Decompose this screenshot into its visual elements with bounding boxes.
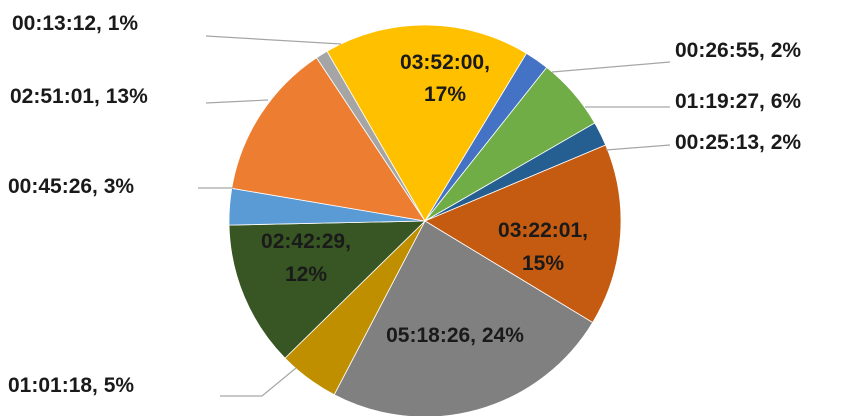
leader-line — [551, 61, 671, 73]
leader-line — [205, 99, 269, 104]
leader-line — [605, 144, 671, 151]
data-labels: 03:52:00, 17% 00:26:55, 2% 01:19:27, 6% 00:2… — [8, 12, 801, 397]
slice-label: 05:18:26, 24% — [386, 324, 524, 347]
pie-slice — [315, 50, 426, 222]
slice-label: 00:45:26, 3% — [8, 175, 134, 198]
leader-line — [205, 35, 342, 45]
pie-slice — [333, 220, 594, 416]
leader-lines — [198, 35, 671, 397]
pie-slices — [228, 24, 622, 416]
slice-label: 00:13:12, 1% — [12, 12, 138, 35]
slice-label: 03:52:00, 17% — [400, 51, 490, 106]
slice-label: 01:01:18, 5% — [8, 374, 134, 397]
slice-label: 02:42:29, 12% — [261, 230, 351, 286]
slice-label: 03:22:01, 15% — [498, 219, 588, 275]
slice-label: 01:19:27, 6% — [675, 90, 801, 113]
pie-slice — [424, 144, 622, 324]
slice-label: 02:51:01, 13% — [10, 85, 148, 108]
pie-slice — [326, 24, 528, 222]
pie-slice — [228, 220, 427, 359]
leader-line — [220, 367, 297, 397]
slice-label: 00:25:13, 2% — [675, 131, 801, 154]
pie-slice — [231, 57, 426, 222]
slice-label: 00:26:55, 2% — [675, 39, 801, 62]
